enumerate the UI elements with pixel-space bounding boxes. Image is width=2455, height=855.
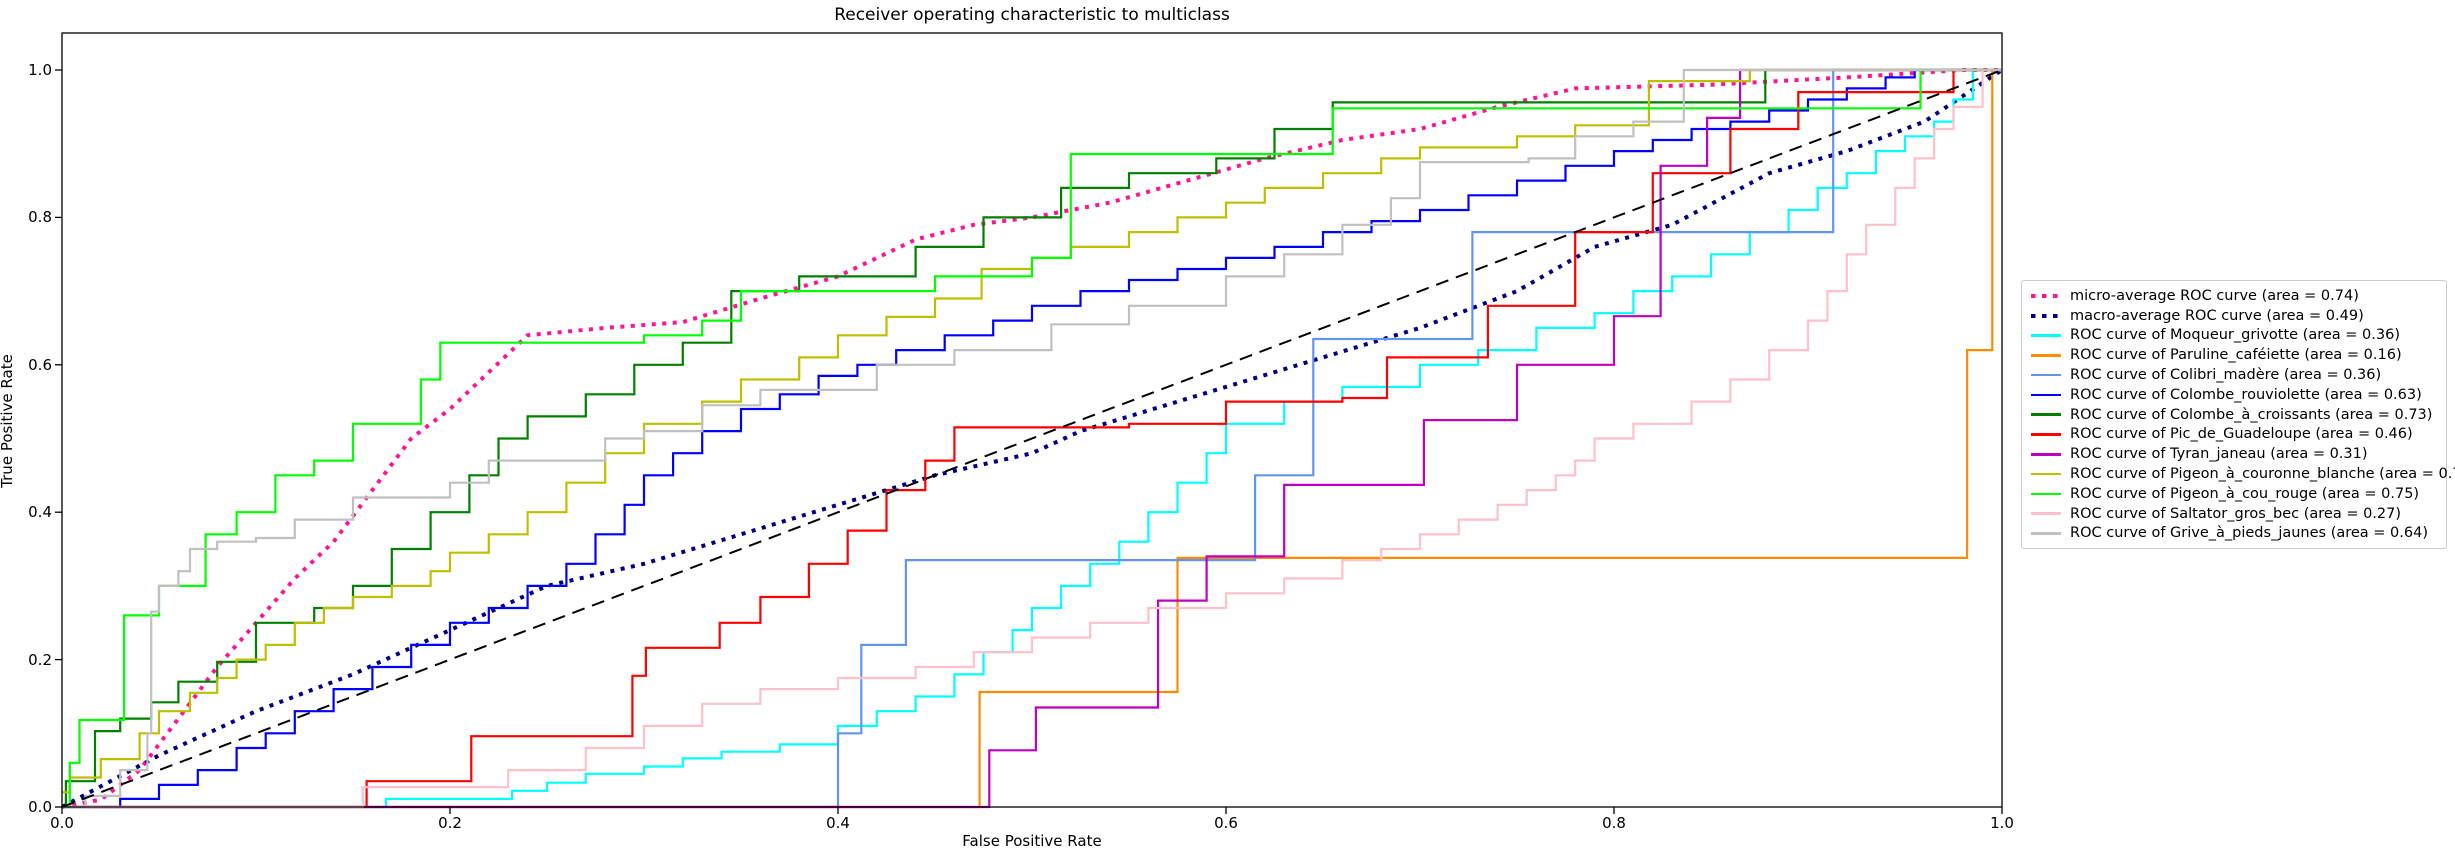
legend-line-swatch-Tyran_janeau: [2031, 452, 2061, 456]
roc-curve-Grive_à_pieds_jaunes: [62, 68, 2002, 809]
legend-item-Tyran_janeau: ROC curve of Tyran_janeau (area = 0.31): [2031, 444, 2437, 464]
chance-line: [61, 69, 2003, 808]
legend-item-macro-average: macro-average ROC curve (area = 0.49): [2031, 306, 2437, 326]
legend-line-swatch-Colombe_à_croissants: [2031, 413, 2061, 416]
y-tick-label: 0.2: [28, 650, 52, 669]
roc-curve-Pigeon_à_cou_rouge: [62, 68, 2002, 809]
x-tick-label: 0.6: [1214, 814, 1238, 832]
legend-line-swatch-Pigeon_à_couronne_blanche: [2031, 472, 2061, 476]
legend-line-swatch-Saltator_gros_bec: [2031, 512, 2061, 515]
x-tick-label: 0.4: [826, 814, 850, 832]
y-axis-label: True Positive Rate: [0, 354, 16, 488]
roc-curve-Colombe_rouviolette: [62, 68, 2002, 809]
y-tick-label: 0.6: [28, 355, 52, 374]
legend-label: ROC curve of Pigeon_à_cou_rouge (area = …: [2070, 485, 2420, 502]
legend-line-swatch-micro-average: [2031, 293, 2061, 298]
y-tick-label: 0.0: [28, 798, 52, 816]
legend-label: ROC curve of Moqueur_grivotte (area = 0.…: [2070, 327, 2400, 344]
legend-label: macro-average ROC curve (area = 0.49): [2070, 307, 2364, 324]
legend-item-micro-average: micro-average ROC curve (area = 0.74): [2031, 286, 2437, 306]
legend-line-swatch-Pic_de_Guadeloupe: [2031, 433, 2061, 436]
legend-label: ROC curve of Tyran_janeau (area = 0.31): [2070, 446, 2368, 463]
legend-item-Colombe_à_croissants: ROC curve of Colombe_à_croissants (area …: [2031, 405, 2437, 425]
legend-item-Colombe_rouviolette: ROC curve of Colombe_rouviolette (area =…: [2031, 385, 2437, 405]
legend-label: ROC curve of Pigeon_à_couronne_blanche (…: [2070, 466, 2455, 483]
roc-curve-Paruline_caféiette: [62, 68, 2002, 809]
y-tick-label: 1.0: [28, 61, 52, 79]
y-tick-label: 0.4: [28, 503, 52, 522]
legend-line-swatch-Moqueur_grivotte: [2031, 334, 2061, 337]
legend-label: ROC curve of Colombe_rouviolette (area =…: [2070, 386, 2422, 403]
roc-curve-Saltator_gros_bec: [62, 68, 2002, 809]
legend: micro-average ROC curve (area = 0.74) mac…: [2021, 280, 2455, 550]
roc-curve-Pic_de_Guadeloupe: [62, 68, 2002, 809]
legend-line-swatch-Paruline_caféiette: [2031, 353, 2061, 357]
legend-line-swatch-Grive_à_pieds_jaunes: [2031, 532, 2061, 535]
legend-line-swatch-Colibri_madère: [2031, 373, 2061, 377]
x-tick-label: 1.0: [1990, 814, 2014, 832]
roc-curve-Colombe_à_croissants: [62, 68, 2002, 809]
x-tick-label: 0.0: [50, 814, 74, 832]
legend-item-Saltator_gros_bec: ROC curve of Saltator_gros_bec (area = 0…: [2031, 504, 2437, 524]
roc-curves-layer: [61, 68, 2004, 809]
legend-item-Moqueur_grivotte: ROC curve of Moqueur_grivotte (area = 0.…: [2031, 326, 2437, 346]
legend-label: ROC curve of Pic_de_Guadeloupe (area = 0…: [2070, 426, 2413, 443]
roc-curve-Tyran_janeau: [62, 68, 2002, 809]
roc-curve-Moqueur_grivotte: [62, 68, 2002, 809]
legend-item-Grive_à_pieds_jaunes: ROC curve of Grive_à_pieds_jaunes (area …: [2031, 524, 2437, 544]
legend-item-Colibri_madère: ROC curve of Colibri_madère (area = 0.36…: [2031, 365, 2437, 385]
legend-line-swatch-macro-average: [2031, 313, 2061, 318]
legend-item-Pigeon_à_couronne_blanche: ROC curve of Pigeon_à_couronne_blanche (…: [2031, 464, 2455, 484]
legend-label: ROC curve of Colibri_madère (area = 0.36…: [2070, 367, 2382, 384]
legend-label: ROC curve of Paruline_caféiette (area = …: [2070, 347, 2402, 364]
legend-label: ROC curve of Saltator_gros_bec (area = 0…: [2070, 505, 2402, 522]
legend-item-Pigeon_à_cou_rouge: ROC curve of Pigeon_à_cou_rouge (area = …: [2031, 484, 2437, 504]
legend-label: ROC curve of Grive_à_pieds_jaunes (area …: [2070, 525, 2428, 542]
x-axis-label: False Positive Rate: [962, 832, 1102, 850]
legend-item-Paruline_caféiette: ROC curve of Paruline_caféiette (area = …: [2031, 345, 2437, 365]
legend-label: ROC curve of Colombe_à_croissants (area …: [2070, 406, 2433, 423]
legend-label: micro-average ROC curve (area = 0.74): [2070, 287, 2359, 304]
x-tick-label: 0.2: [438, 814, 462, 832]
x-tick-label: 0.8: [1602, 814, 1626, 832]
legend-line-swatch-Colombe_rouviolette: [2031, 393, 2061, 397]
legend-item-Pic_de_Guadeloupe: ROC curve of Pic_de_Guadeloupe (area = 0…: [2031, 425, 2437, 445]
plot-frame: [61, 32, 2003, 808]
y-tick-label: 0.8: [28, 208, 52, 227]
legend-line-swatch-Pigeon_à_cou_rouge: [2031, 492, 2061, 496]
axis-ticks-layer: [55, 69, 2003, 814]
chart-title: Receiver operating characteristic to mul…: [834, 5, 1230, 25]
